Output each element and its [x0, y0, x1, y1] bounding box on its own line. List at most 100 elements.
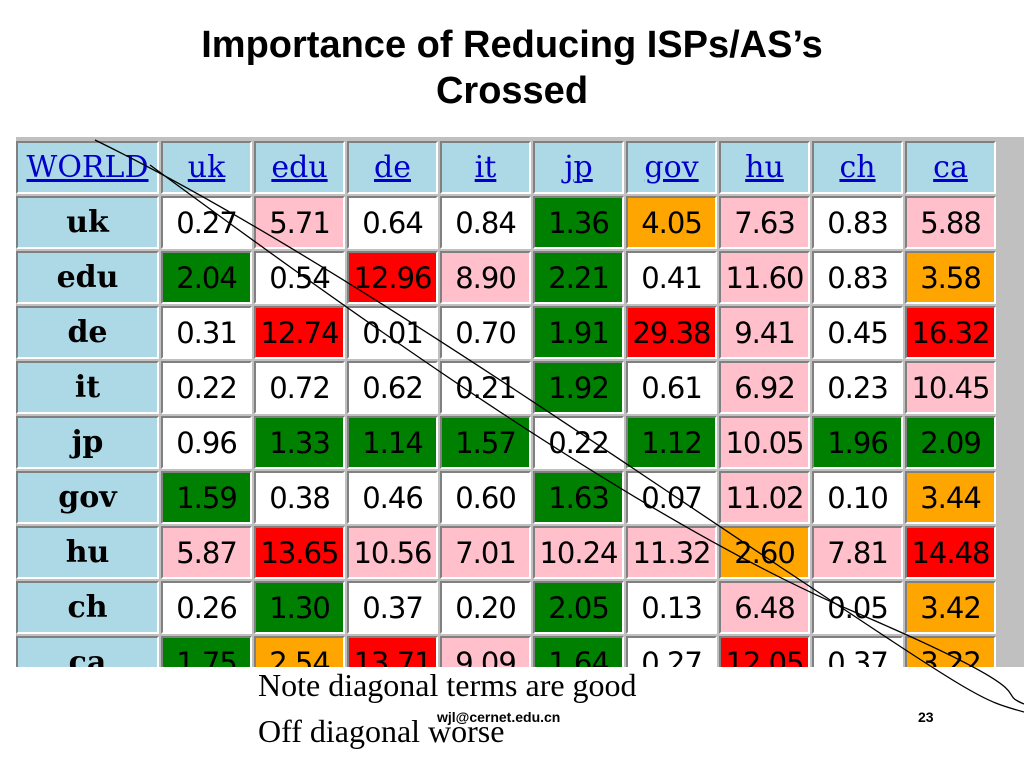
row-header-gov: gov — [16, 471, 159, 524]
cell-gov-hu: 11.02 — [719, 471, 810, 524]
cell-jp-jp: 0.22 — [533, 416, 624, 469]
column-header-link-hu[interactable]: hu — [719, 141, 810, 194]
cell-jp-gov: 1.12 — [626, 416, 717, 469]
cell-gov-ch: 0.10 — [812, 471, 903, 524]
cell-gov-uk: 1.59 — [161, 471, 252, 524]
cell-edu-edu: 0.54 — [254, 251, 345, 304]
cell-ch-ch: 0.05 — [812, 581, 903, 634]
cell-edu-hu: 11.60 — [719, 251, 810, 304]
cell-jp-edu: 1.33 — [254, 416, 345, 469]
cell-ch-jp: 2.05 — [533, 581, 624, 634]
column-header-link-gov[interactable]: gov — [626, 141, 717, 194]
matrix-row-it: it 0.22 0.72 0.62 0.21 1.92 0.61 6.92 0.23 10.45 — [16, 361, 996, 414]
cell-ch-de: 0.37 — [347, 581, 438, 634]
cell-jp-hu: 10.05 — [719, 416, 810, 469]
cell-gov-jp: 1.63 — [533, 471, 624, 524]
row-header-uk: uk — [16, 196, 159, 249]
cell-uk-ch: 0.83 — [812, 196, 903, 249]
cell-hu-uk: 5.87 — [161, 526, 252, 579]
cell-it-it: 0.21 — [440, 361, 531, 414]
slide-title: Importance of Reducing ISPs/AS’s Crossed — [0, 22, 1024, 114]
slide-title-line-2: Crossed — [435, 70, 589, 112]
cell-hu-edu: 13.65 — [254, 526, 345, 579]
cell-uk-gov: 4.05 — [626, 196, 717, 249]
cell-ca-hu: 12.05 — [719, 636, 810, 667]
cell-de-de: 0.01 — [347, 306, 438, 359]
note-off-diagonal-worse: Off diagonal worse — [258, 713, 505, 749]
matrix-row-edu: edu 2.04 0.54 12.96 8.90 2.21 0.41 11.60 0.83 3.5… — [16, 251, 996, 304]
cell-edu-jp: 2.21 — [533, 251, 624, 304]
slide-title-line-1: Importance of Reducing ISPs/AS’s — [201, 24, 823, 66]
matrix-row-gov: gov 1.59 0.38 0.46 0.60 1.63 0.07 11.02 0.10 3.44 — [16, 471, 996, 524]
row-header-ca: ca — [16, 636, 159, 667]
cell-gov-edu: 0.38 — [254, 471, 345, 524]
cell-de-gov: 29.38 — [626, 306, 717, 359]
cell-it-ch: 0.23 — [812, 361, 903, 414]
cell-de-edu: 12.74 — [254, 306, 345, 359]
cell-hu-ca: 14.48 — [905, 526, 996, 579]
cell-ca-ca: 3.22 — [905, 636, 996, 667]
cell-gov-ca: 3.44 — [905, 471, 996, 524]
matrix-row-hu: hu 5.87 13.65 10.56 7.01 10.24 11.32 2.60 7.81 14… — [16, 526, 996, 579]
matrix-header-row: WORLD uk edu de it jp gov hu ch ca — [16, 141, 996, 194]
column-header-link-ca[interactable]: ca — [905, 141, 996, 194]
cell-ca-it: 9.09 — [440, 636, 531, 667]
cell-de-it: 0.70 — [440, 306, 531, 359]
cell-ca-jp: 1.64 — [533, 636, 624, 667]
cell-gov-it: 0.60 — [440, 471, 531, 524]
cell-uk-de: 0.64 — [347, 196, 438, 249]
cell-uk-hu: 7.63 — [719, 196, 810, 249]
column-header-link-uk[interactable]: uk — [161, 141, 252, 194]
column-header-link-it[interactable]: it — [440, 141, 531, 194]
cell-ca-edu: 2.54 — [254, 636, 345, 667]
page-number: 23 — [918, 709, 934, 725]
row-header-de: de — [16, 306, 159, 359]
cell-it-gov: 0.61 — [626, 361, 717, 414]
cell-ch-uk: 0.26 — [161, 581, 252, 634]
row-header-hu: hu — [16, 526, 159, 579]
cell-uk-jp: 1.36 — [533, 196, 624, 249]
cell-de-uk: 0.31 — [161, 306, 252, 359]
cell-it-hu: 6.92 — [719, 361, 810, 414]
column-header-link-jp[interactable]: jp — [533, 141, 624, 194]
cell-hu-hu: 2.60 — [719, 526, 810, 579]
cell-jp-it: 1.57 — [440, 416, 531, 469]
cell-uk-edu: 5.71 — [254, 196, 345, 249]
cell-hu-gov: 11.32 — [626, 526, 717, 579]
matrix-row-jp: jp 0.96 1.33 1.14 1.57 0.22 1.12 10.05 1.96 2.09 — [16, 416, 996, 469]
row-header-jp: jp — [16, 416, 159, 469]
row-header-ch: ch — [16, 581, 159, 634]
cell-de-hu: 9.41 — [719, 306, 810, 359]
cell-edu-gov: 0.41 — [626, 251, 717, 304]
cell-ca-ch: 0.37 — [812, 636, 903, 667]
matrix-corner-link[interactable]: WORLD — [16, 141, 159, 194]
cell-gov-gov: 0.07 — [626, 471, 717, 524]
cell-jp-ch: 1.96 — [812, 416, 903, 469]
cell-gov-de: 0.46 — [347, 471, 438, 524]
as-crossing-matrix: WORLD uk edu de it jp gov hu ch ca uk 0.27 5.71 0.64 0… — [16, 137, 1024, 667]
row-header-edu: edu — [16, 251, 159, 304]
row-header-it: it — [16, 361, 159, 414]
cell-it-uk: 0.22 — [161, 361, 252, 414]
cell-ca-gov: 0.27 — [626, 636, 717, 667]
footer-email: wjl@cernet.edu.cn — [437, 709, 561, 725]
cell-ch-edu: 1.30 — [254, 581, 345, 634]
cell-uk-uk: 0.27 — [161, 196, 252, 249]
cell-ch-gov: 0.13 — [626, 581, 717, 634]
column-header-link-edu[interactable]: edu — [254, 141, 345, 194]
cell-hu-ch: 7.81 — [812, 526, 903, 579]
column-header-link-de[interactable]: de — [347, 141, 438, 194]
cell-edu-de: 12.96 — [347, 251, 438, 304]
cell-ch-it: 0.20 — [440, 581, 531, 634]
cell-de-ch: 0.45 — [812, 306, 903, 359]
matrix-row-uk: uk 0.27 5.71 0.64 0.84 1.36 4.05 7.63 0.83 5.88 — [16, 196, 996, 249]
cell-de-jp: 1.91 — [533, 306, 624, 359]
cell-ca-de: 13.71 — [347, 636, 438, 667]
column-header-link-ch[interactable]: ch — [812, 141, 903, 194]
cell-it-jp: 1.92 — [533, 361, 624, 414]
cell-hu-de: 10.56 — [347, 526, 438, 579]
cell-hu-it: 7.01 — [440, 526, 531, 579]
cell-hu-jp: 10.24 — [533, 526, 624, 579]
cell-jp-de: 1.14 — [347, 416, 438, 469]
cell-edu-it: 8.90 — [440, 251, 531, 304]
